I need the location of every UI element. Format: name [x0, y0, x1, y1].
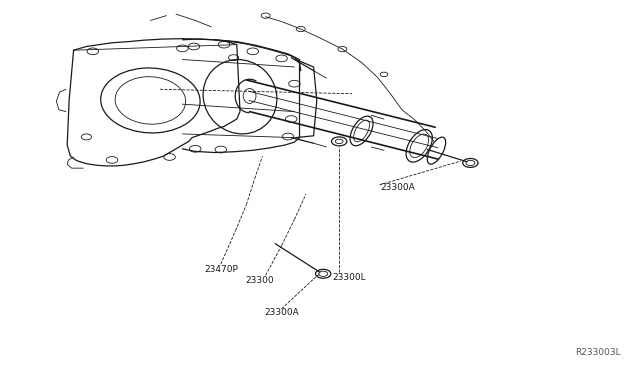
Text: 23470P: 23470P — [204, 265, 237, 274]
Text: 23300L: 23300L — [332, 273, 365, 282]
Text: 23300A: 23300A — [264, 308, 299, 317]
Text: 23300: 23300 — [245, 276, 273, 285]
Text: R233003L: R233003L — [575, 348, 621, 357]
Text: 23300A: 23300A — [381, 183, 415, 192]
